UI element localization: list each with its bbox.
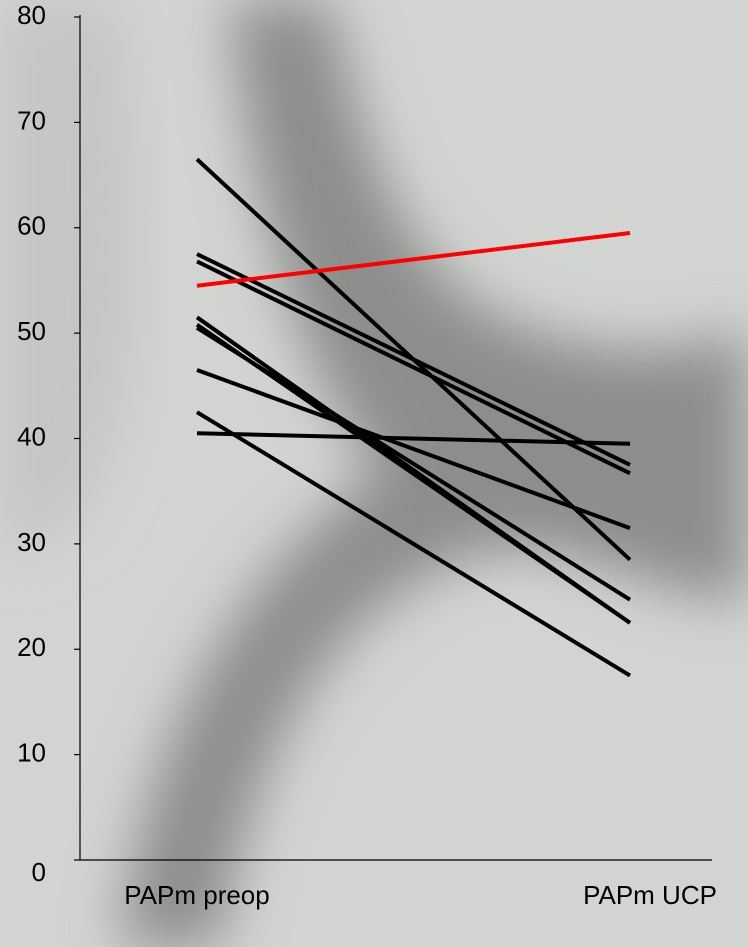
y-tick-label: 30 (17, 527, 46, 557)
series-line (196, 231, 631, 288)
y-tick-label: 70 (17, 105, 46, 135)
series-line (196, 252, 631, 467)
x-tick-label: PAPm UCP (583, 880, 717, 910)
y-tick-label: 50 (17, 316, 46, 346)
y-tick-label: 40 (17, 421, 46, 451)
x-tick-label: PAPm preop (124, 880, 269, 910)
plot-area (79, 15, 712, 861)
y-tick-label: 80 (17, 0, 46, 30)
y-tick-label: 10 (17, 738, 46, 768)
series-line (196, 431, 631, 446)
y-tick-label: 60 (17, 211, 46, 241)
series-line (195, 326, 632, 602)
y-tick-label: 0 (32, 857, 46, 887)
series-line (195, 410, 632, 678)
y-tick-label: 20 (17, 632, 46, 662)
series-line (196, 259, 631, 476)
series-line (196, 368, 631, 530)
